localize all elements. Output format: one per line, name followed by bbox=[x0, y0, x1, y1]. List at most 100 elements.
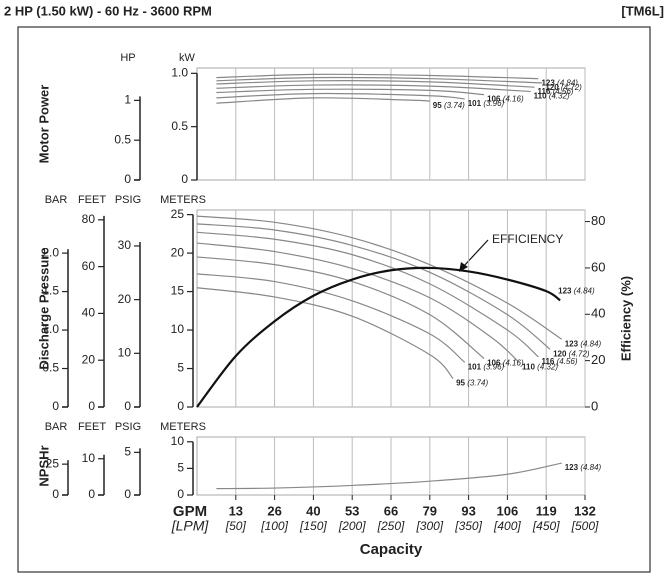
x-tick-label: 66 bbox=[384, 503, 398, 518]
curve bbox=[196, 273, 466, 363]
curve-label: 120 (4.72) bbox=[545, 83, 582, 92]
curve bbox=[216, 92, 465, 100]
curve-label: 120 (4.72) bbox=[553, 349, 590, 358]
curve-label: 123 (4.84) bbox=[541, 79, 578, 88]
y-tick-label: 0 bbox=[181, 172, 188, 186]
x2-tick-label: [250] bbox=[377, 519, 405, 533]
curve-label-name: 95 bbox=[433, 101, 442, 110]
curve-label: 123 (4.84) bbox=[558, 286, 595, 295]
curve-label-name: 110 bbox=[534, 92, 547, 101]
x-tick-label: 40 bbox=[306, 503, 320, 518]
x2-tick-label: [300] bbox=[415, 519, 443, 533]
curve bbox=[216, 73, 539, 80]
aux-unit: BAR bbox=[45, 194, 68, 206]
aux-tick-label: .25 bbox=[42, 456, 59, 470]
aux-tick-label: 30 bbox=[118, 238, 132, 252]
curve-label-name: 123 bbox=[558, 286, 572, 295]
aux-tick-label: 5 bbox=[124, 445, 131, 459]
curve-label-trim: (4.56) bbox=[553, 87, 574, 96]
y2-tick-label: 60 bbox=[591, 259, 605, 274]
y-unit: METERS bbox=[160, 421, 206, 433]
curve-label-name: 123 bbox=[541, 79, 555, 88]
x-tick-label: 79 bbox=[423, 503, 437, 518]
curve bbox=[216, 462, 562, 490]
curve-label-trim: (4.84) bbox=[557, 79, 578, 88]
curve bbox=[196, 266, 561, 408]
x-tick-label: 26 bbox=[267, 503, 281, 518]
y-tick-label: 5 bbox=[177, 461, 184, 475]
x2-tick-label: [50] bbox=[225, 519, 247, 533]
curve-label: 116 (4.56) bbox=[538, 87, 574, 96]
x-tick-label: 13 bbox=[229, 503, 243, 518]
y-tick-label: 10 bbox=[171, 322, 185, 336]
aux-tick-label: 0.5 bbox=[114, 132, 131, 146]
y-tick-label: 0.5 bbox=[171, 119, 188, 133]
x2-tick-label: [400] bbox=[493, 519, 521, 533]
curve-label-trim: (4.72) bbox=[569, 349, 590, 358]
aux-tick-label: 1.0 bbox=[42, 322, 59, 336]
curve bbox=[196, 242, 520, 363]
aux-tick-label: 0.5 bbox=[42, 361, 59, 375]
aux-unit: HP bbox=[120, 52, 135, 64]
curve-label: 106 (4.16) bbox=[487, 359, 524, 368]
aux-tick-label: 20 bbox=[82, 352, 96, 366]
curve-label: 110 (4.32) bbox=[534, 92, 570, 101]
curve-label: 110 (4.32) bbox=[522, 362, 558, 371]
y-unit: METERS bbox=[160, 194, 206, 206]
aux-tick-label: 10 bbox=[118, 345, 132, 359]
curve-label: 123 (4.84) bbox=[565, 339, 602, 348]
curve-label: 101 (3.96) bbox=[468, 362, 505, 371]
curve-label-trim: (3.74) bbox=[444, 101, 465, 110]
y2-title: Efficiency (%) bbox=[618, 276, 633, 361]
curve-label-name: 116 bbox=[538, 87, 551, 96]
aux-tick-label: 40 bbox=[82, 306, 96, 320]
x2-tick-label: [100] bbox=[260, 519, 288, 533]
curve-label: 123 (4.84) bbox=[565, 463, 602, 472]
y2-tick-label: 40 bbox=[591, 306, 605, 321]
aux-tick-label: 0 bbox=[88, 399, 95, 413]
curve-label-trim: (3.96) bbox=[483, 99, 504, 108]
y-title: Discharge Pressure bbox=[36, 247, 51, 369]
curve-label: 116 (4.56) bbox=[541, 357, 577, 366]
curve bbox=[216, 80, 535, 88]
y-title: Motor Power bbox=[36, 85, 51, 164]
curve-label-trim: (4.32) bbox=[537, 362, 558, 371]
curve bbox=[216, 84, 531, 93]
y-unit: kW bbox=[179, 52, 196, 64]
curve-label-name: 106 bbox=[487, 359, 501, 368]
curve-label-name: 110 bbox=[522, 362, 535, 371]
aux-unit: BAR bbox=[45, 421, 68, 433]
aux-tick-label: 60 bbox=[82, 259, 96, 273]
x2-tick-label: [350] bbox=[454, 519, 482, 533]
curve-label-trim: (4.32) bbox=[549, 92, 570, 101]
y-tick-label: 10 bbox=[171, 434, 185, 448]
x-tick-label: 53 bbox=[345, 503, 359, 518]
aux-unit: FEET bbox=[78, 194, 106, 206]
curve-label: 95 (3.74) bbox=[456, 379, 488, 388]
y-tick-label: 0 bbox=[177, 487, 184, 501]
aux-tick-label: 10 bbox=[82, 451, 96, 465]
curve bbox=[196, 287, 454, 379]
curve-label-name: 123 bbox=[565, 339, 579, 348]
curve bbox=[196, 256, 485, 359]
aux-tick-label: 1.5 bbox=[42, 284, 59, 298]
aux-tick-label: 0 bbox=[52, 487, 59, 501]
curve-label-name: 116 bbox=[541, 357, 554, 366]
curve-label-trim: (4.16) bbox=[503, 95, 524, 104]
aux-unit: FEET bbox=[78, 421, 106, 433]
aux-tick-label: 0 bbox=[124, 172, 131, 186]
curve-label-trim: (3.74) bbox=[467, 379, 488, 388]
aux-unit: PSIG bbox=[115, 421, 141, 433]
frame bbox=[17, 26, 651, 573]
x-tick-label: 132 bbox=[574, 503, 596, 518]
y-tick-label: 20 bbox=[171, 245, 185, 259]
x2-unit: [LPM] bbox=[171, 518, 210, 534]
header-title: 2 HP (1.50 kW) - 60 Hz - 3600 RPM bbox=[4, 3, 212, 18]
curve-label-trim: (4.56) bbox=[557, 357, 578, 366]
curve bbox=[216, 97, 430, 104]
x-tick-label: 119 bbox=[536, 503, 557, 518]
aux-tick-label: 20 bbox=[118, 292, 132, 306]
y2-tick-label: 80 bbox=[591, 213, 605, 228]
curve-label-name: 120 bbox=[553, 349, 567, 358]
x2-tick-label: [200] bbox=[338, 519, 366, 533]
